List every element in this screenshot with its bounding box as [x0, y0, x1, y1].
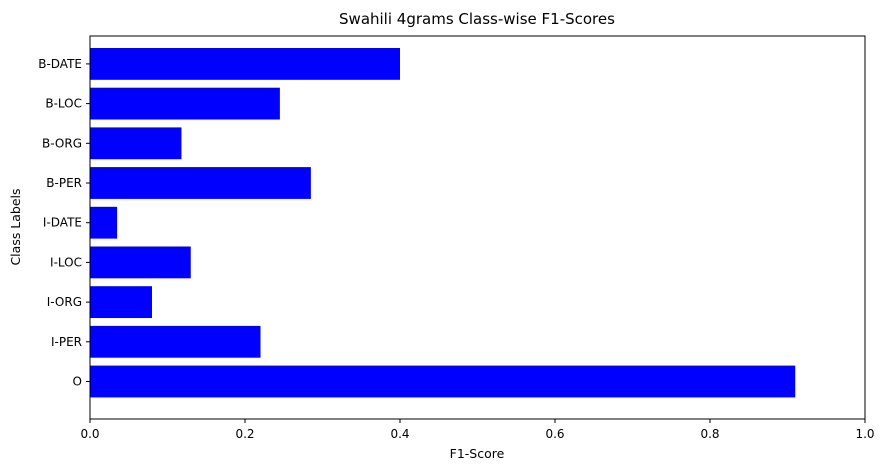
x-axis-ticks: 0.0 0.2 0.4 0.6 0.8 1.0 [80, 419, 875, 441]
y-axis-ticks: B-DATE B-LOC B-ORG B-PER I-DATE I-LOC I-ORG I-P… [38, 57, 90, 389]
y-tick-label: B-PER [46, 176, 82, 190]
y-tick-label: O [73, 375, 82, 389]
y-axis-label: Class Labels [8, 188, 23, 265]
x-tick-label: 0.4 [390, 427, 409, 441]
y-tick-label: B-DATE [38, 57, 82, 71]
bar-b-org [90, 127, 182, 160]
y-tick-label: I-DATE [43, 216, 82, 230]
bar-i-per [90, 325, 261, 358]
bar-i-date [90, 206, 118, 239]
y-tick-label: I-LOC [50, 255, 82, 269]
bar-i-org [90, 286, 152, 318]
x-tick-label: 0.8 [700, 427, 719, 441]
y-tick-label: B-ORG [42, 136, 82, 150]
bar-o [90, 365, 796, 398]
bar-b-date [90, 48, 400, 80]
y-tick-label: I-PER [51, 335, 82, 349]
chart-title: Swahili 4grams Class-wise F1-Scores [339, 10, 615, 28]
y-tick-label: B-LOC [45, 97, 82, 111]
x-tick-label: 0.2 [235, 427, 254, 441]
y-tick-label: I-ORG [47, 295, 82, 309]
bar-b-per [90, 167, 311, 199]
x-axis-label: F1-Score [450, 446, 505, 461]
bar-b-loc [90, 87, 280, 120]
bars [90, 48, 796, 398]
x-tick-label: 0.0 [80, 427, 99, 441]
plot-frame [89, 35, 866, 420]
x-tick-label: 1.0 [855, 427, 874, 441]
bar-i-loc [90, 246, 191, 279]
x-tick-label: 0.6 [545, 427, 564, 441]
